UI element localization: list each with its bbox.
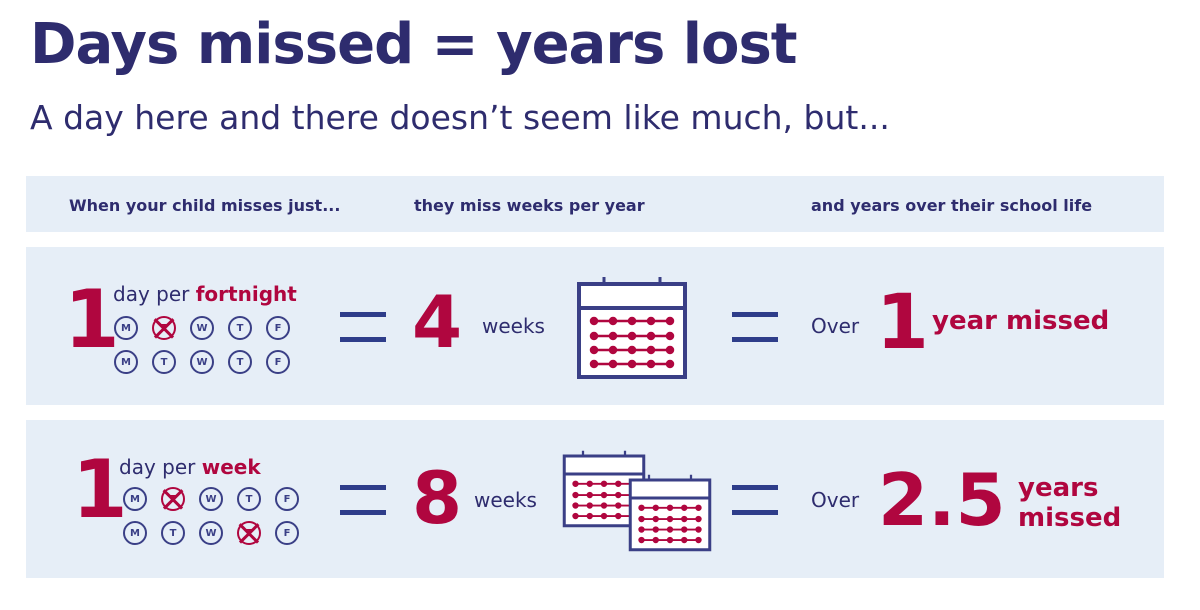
day-icon: W bbox=[199, 521, 223, 545]
day-icon: M bbox=[114, 350, 138, 374]
day-icon: F bbox=[266, 316, 290, 340]
day-icon: T bbox=[161, 521, 185, 545]
years-count: 2.5 bbox=[878, 458, 1006, 542]
years-count: 1 bbox=[876, 277, 929, 366]
over-label: Over bbox=[811, 488, 860, 512]
day-icon: W bbox=[190, 316, 214, 340]
days-count: 1 bbox=[72, 443, 128, 536]
over-label: Over bbox=[811, 314, 860, 338]
missed-day-icon: T bbox=[161, 487, 185, 511]
header-col3: and years over their school life bbox=[811, 196, 1093, 215]
header-col2: they miss weeks per year bbox=[414, 196, 645, 215]
years-label: years missed bbox=[1018, 473, 1122, 533]
day-icon: M bbox=[114, 316, 138, 340]
day-icon: M bbox=[123, 487, 147, 511]
day-icon: W bbox=[199, 487, 223, 511]
equals-icon bbox=[340, 312, 386, 342]
equals-icon bbox=[732, 312, 778, 342]
day-icon: T bbox=[237, 487, 261, 511]
page-title: Days missed = years lost bbox=[30, 12, 798, 77]
subtitle: A day here and there doesn’t seem like m… bbox=[30, 98, 890, 137]
missed-day-icon: T bbox=[237, 521, 261, 545]
header-band bbox=[26, 176, 1164, 232]
frequency-label: day per week bbox=[119, 455, 261, 479]
frequency-prefix: day per bbox=[119, 455, 202, 479]
years-label: year missed bbox=[932, 306, 1110, 336]
day-icon: M bbox=[123, 521, 147, 545]
weeks-count: 8 bbox=[412, 456, 463, 540]
weeks-label: weeks bbox=[474, 488, 537, 512]
day-icon: W bbox=[190, 350, 214, 374]
weeks-count: 4 bbox=[412, 280, 463, 364]
equals-icon bbox=[340, 485, 386, 515]
calendar-icon bbox=[628, 474, 712, 552]
calendar-icon bbox=[576, 276, 688, 380]
day-icon: T bbox=[152, 350, 176, 374]
frequency-period: fortnight bbox=[195, 282, 297, 306]
weeks-label: weeks bbox=[482, 314, 545, 338]
frequency-prefix: day per bbox=[113, 282, 196, 306]
day-icon: T bbox=[228, 350, 252, 374]
day-icon: T bbox=[228, 316, 252, 340]
equals-icon bbox=[732, 485, 778, 515]
day-icon: F bbox=[275, 521, 299, 545]
frequency-period: week bbox=[201, 455, 261, 479]
day-icon: F bbox=[275, 487, 299, 511]
missed-day-icon: T bbox=[152, 316, 176, 340]
header-col1: When your child misses just... bbox=[69, 196, 341, 215]
frequency-label: day per fortnight bbox=[113, 282, 297, 306]
days-count: 1 bbox=[64, 273, 120, 366]
day-icon: F bbox=[266, 350, 290, 374]
